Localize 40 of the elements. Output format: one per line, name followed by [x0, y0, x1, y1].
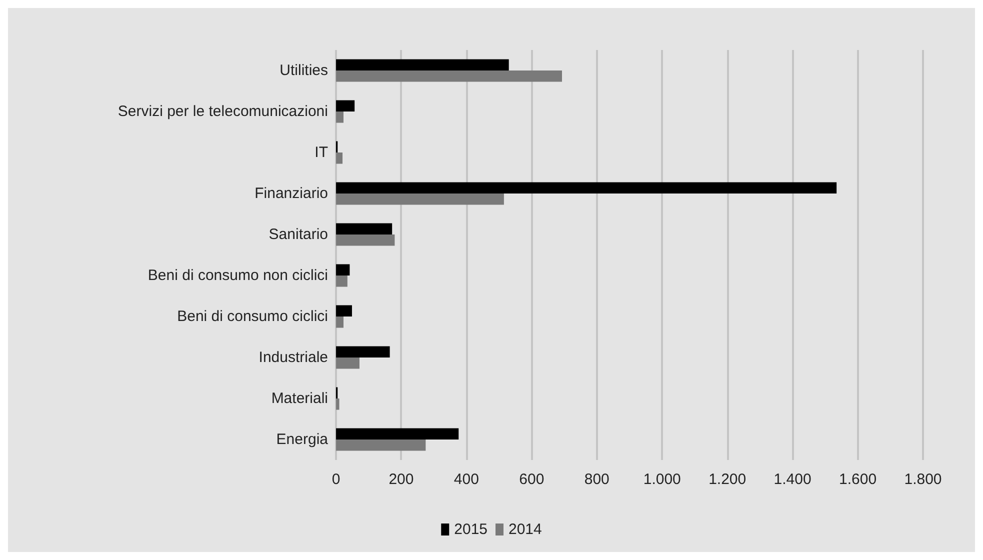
y-tick-label: Energia [276, 431, 329, 448]
y-tick-label: Sanitario [268, 226, 328, 243]
y-tick-label: Industriale [258, 349, 328, 366]
bar [336, 100, 355, 112]
bar [336, 346, 390, 358]
x-tick-label: 1.800 [904, 471, 942, 488]
x-tick-label: 1.000 [643, 471, 681, 488]
bar [336, 70, 562, 82]
bar [336, 264, 350, 276]
x-tick-label: 200 [388, 471, 414, 488]
x-tick-label: 600 [519, 471, 544, 488]
bar [336, 428, 459, 440]
bar [336, 182, 837, 194]
bar [336, 194, 504, 205]
x-tick-label: 400 [454, 471, 479, 488]
y-tick-label: Utilities [280, 62, 328, 79]
bar [336, 59, 509, 70]
x-tick-label: 0 [332, 471, 340, 488]
y-tick-label: Servizi per le telecomunicazioni [118, 103, 328, 120]
x-tick-label: 1.400 [774, 471, 812, 488]
bar [336, 112, 344, 123]
bar [336, 398, 340, 410]
y-tick-label: Finanziario [254, 185, 328, 202]
bar [336, 358, 360, 369]
x-tick-label: 1.200 [708, 471, 746, 488]
legend-label: 2015 [454, 521, 488, 538]
y-tick-label: Materiali [271, 390, 328, 407]
y-tick-label: Beni di consumo non ciclici [148, 267, 328, 284]
legend-label: 2014 [508, 521, 542, 538]
x-tick-label: 800 [584, 471, 610, 488]
y-tick-label: Beni di consumo ciclici [177, 308, 328, 325]
bar [336, 223, 392, 234]
bar [336, 234, 395, 246]
bar [336, 276, 348, 287]
bar [336, 316, 344, 328]
x-tick-label: 1.600 [839, 471, 877, 488]
bar [336, 440, 426, 451]
bar [336, 152, 343, 164]
y-tick-label: IT [314, 144, 328, 161]
bar [336, 305, 352, 316]
